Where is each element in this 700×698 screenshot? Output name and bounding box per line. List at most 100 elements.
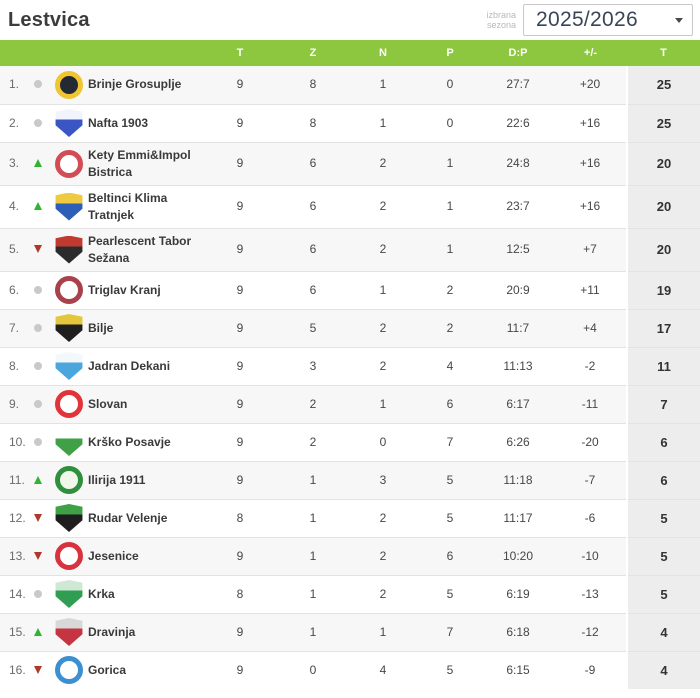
goals-value: 11:13 [482,346,554,385]
losses-value: 1 [418,184,482,228]
club-logo-icon [55,466,83,494]
logo-cell [50,227,88,271]
trend-up-icon [34,475,42,484]
standings-table: T Z N P D:P +/- T 1. Brinje Grosuplje 9 … [0,40,700,689]
trend-down-icon [34,245,42,253]
team-name[interactable]: Krka [88,574,202,613]
played-value: 9 [202,536,278,575]
rank-label: 6. [0,270,26,309]
logo-cell [50,346,88,385]
logo-cell [50,184,88,228]
losses-value: 5 [418,650,482,689]
logo-cell [50,536,88,575]
points-value: 5 [626,498,700,537]
trend-cell [26,422,50,461]
goals-value: 6:17 [482,384,554,423]
draws-value: 2 [348,227,418,271]
points-value: 19 [626,270,700,309]
played-value: 8 [202,498,278,537]
played-value: 9 [202,184,278,228]
wins-value: 1 [278,460,348,499]
team-name[interactable]: Slovan [88,384,202,423]
points-value: 5 [626,574,700,613]
points-value: 17 [626,308,700,347]
col-trend [26,40,50,66]
club-logo-icon [55,390,83,418]
col-logo [50,40,88,66]
team-name[interactable]: Dravinja [88,612,202,651]
table-row: 10. Krško Posavje 9 2 0 7 6:26 -20 6 [0,422,700,461]
team-name[interactable]: Jadran Dekani [88,346,202,385]
wins-value: 6 [278,270,348,309]
trend-same-icon [34,589,42,598]
club-logo-icon [55,542,83,570]
logo-cell [50,574,88,613]
club-logo-icon [55,109,83,137]
goals-value: 11:18 [482,460,554,499]
table-row: 1. Brinje Grosuplje 9 8 1 0 27:7 +20 25 [0,66,700,104]
table-row: 6. Triglav Kranj 9 6 1 2 20:9 +11 19 [0,270,700,309]
col-wins: Z [278,40,348,66]
team-name[interactable]: Ilirija 1911 [88,460,202,499]
trend-same-icon [34,285,42,294]
club-logo-icon [55,70,83,99]
logo-cell [50,460,88,499]
club-logo-icon [55,276,83,304]
goal-diff-value: +16 [554,184,627,228]
logo-cell [50,650,88,689]
trend-cell [26,650,50,689]
draws-value: 0 [348,422,418,461]
draws-value: 2 [348,346,418,385]
team-name[interactable]: Triglav Kranj [88,270,202,309]
team-name[interactable]: Pearlescent Tabor Sežana [88,227,202,271]
goals-value: 20:9 [482,270,554,309]
played-value: 8 [202,574,278,613]
draws-value: 3 [348,460,418,499]
team-name[interactable]: Nafta 1903 [88,103,202,142]
goals-value: 6:26 [482,422,554,461]
col-goals: D:P [482,40,554,66]
season-picker: izbrana sezona 2025/2026 [472,4,693,36]
table-row: 15. Dravinja 9 1 1 7 6:18 -12 4 [0,612,700,651]
goal-diff-value: -20 [554,422,627,461]
team-name[interactable]: Jesenice [88,536,202,575]
trend-cell [26,308,50,347]
team-name[interactable]: Rudar Velenje [88,498,202,537]
goals-value: 24:8 [482,141,554,185]
team-name[interactable]: Krško Posavje [88,422,202,461]
team-name[interactable]: Beltinci Klima Tratnjek [88,184,202,228]
goals-value: 11:17 [482,498,554,537]
goal-diff-value: -6 [554,498,627,537]
team-name[interactable]: Kety Emmi&Impol Bistrica [88,141,202,185]
goal-diff-value: -10 [554,536,627,575]
played-value: 9 [202,270,278,309]
table-row: 14. Krka 8 1 2 5 6:19 -13 5 [0,574,700,613]
club-logo-icon [55,618,83,646]
season-select[interactable]: 2025/2026 [523,4,693,36]
trend-cell [26,574,50,613]
table-row: 16. Gorica 9 0 4 5 6:15 -9 4 [0,650,700,689]
rank-label: 5. [0,227,26,271]
draws-value: 2 [348,536,418,575]
wins-value: 3 [278,346,348,385]
team-name[interactable]: Bilje [88,308,202,347]
points-value: 20 [626,141,700,185]
trend-up-icon [34,202,42,210]
trend-same-icon [34,80,42,89]
points-value: 6 [626,460,700,499]
table-row: 12. Rudar Velenje 8 1 2 5 11:17 -6 5 [0,498,700,537]
points-value: 7 [626,384,700,423]
goals-value: 10:20 [482,536,554,575]
team-name[interactable]: Gorica [88,650,202,689]
wins-value: 1 [278,612,348,651]
team-name[interactable]: Brinje Grosuplje [88,66,202,104]
wins-value: 6 [278,184,348,228]
goals-value: 11:7 [482,308,554,347]
wins-value: 1 [278,498,348,537]
points-value: 20 [626,184,700,228]
played-value: 9 [202,650,278,689]
draws-value: 2 [348,184,418,228]
losses-value: 2 [418,308,482,347]
club-logo-icon [55,580,83,608]
logo-cell [50,498,88,537]
